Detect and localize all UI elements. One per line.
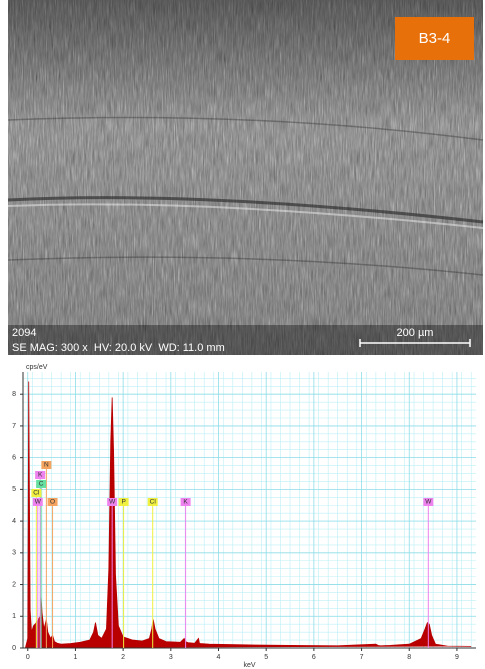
tag-box [395, 17, 474, 60]
peak-label: W [425, 499, 432, 506]
tag: B3-4 [419, 30, 451, 47]
x-tick-label: 9 [455, 654, 459, 661]
image-id: 2094 [12, 327, 36, 339]
x-tick-label: 7 [360, 654, 364, 661]
peak-label: W [35, 499, 42, 506]
sem-image: B3-4 2094 SE MAG: 300 x HV: 20.0 kV WD: … [7, 0, 484, 355]
y-tick-label: 6 [12, 454, 16, 461]
spectrum-area [24, 381, 472, 649]
peak-box [47, 498, 58, 506]
peak-label: K [183, 499, 188, 506]
y-tick-label: 2 [12, 581, 16, 588]
x-tick-label: 4 [217, 654, 221, 661]
y-tick-label: 8 [12, 391, 16, 398]
peak-label: N [44, 462, 49, 469]
y-tick-label: 4 [12, 518, 16, 525]
peak-label: O [50, 499, 55, 506]
x-tick-label: 6 [312, 654, 316, 661]
image-info: SE MAG: 300 x HV: 20.0 kV WD: 11.0 mm [12, 342, 225, 354]
peak-box [107, 498, 118, 506]
peak-label: Cl [150, 499, 157, 506]
y-tick-label: 5 [12, 486, 16, 493]
x-tick-label: 8 [407, 654, 411, 661]
x-tick-label: 2 [121, 654, 125, 661]
x-tick-label: 0 [26, 654, 30, 661]
peak-box [180, 498, 191, 506]
plot-area [23, 372, 476, 648]
y-tick-label: 7 [12, 423, 16, 430]
peak-box [118, 498, 129, 506]
peak-box [31, 489, 42, 497]
peak-box [36, 480, 47, 488]
peak-label: P [121, 499, 125, 506]
x-axis-label: keV [243, 662, 255, 669]
peak-label: K [38, 472, 43, 479]
y-axis-label: cps/eV [26, 364, 48, 371]
peak-box [32, 498, 43, 506]
scale-label: 200 µm [397, 327, 434, 339]
peak-label: C [39, 481, 44, 488]
x-tick-label: 5 [264, 654, 268, 661]
peak-box [41, 461, 52, 469]
peak-label: Cl [33, 490, 40, 497]
y-tick-label: 3 [12, 550, 16, 557]
peak-label: W [109, 499, 116, 506]
peak-box [147, 498, 158, 506]
y-tick-label: 0 [12, 645, 16, 652]
peak-box [35, 471, 46, 479]
y-tick-label: 1 [12, 613, 16, 620]
x-tick-label: 1 [73, 654, 77, 661]
peak-box [423, 498, 434, 506]
x-tick-label: 3 [169, 654, 173, 661]
